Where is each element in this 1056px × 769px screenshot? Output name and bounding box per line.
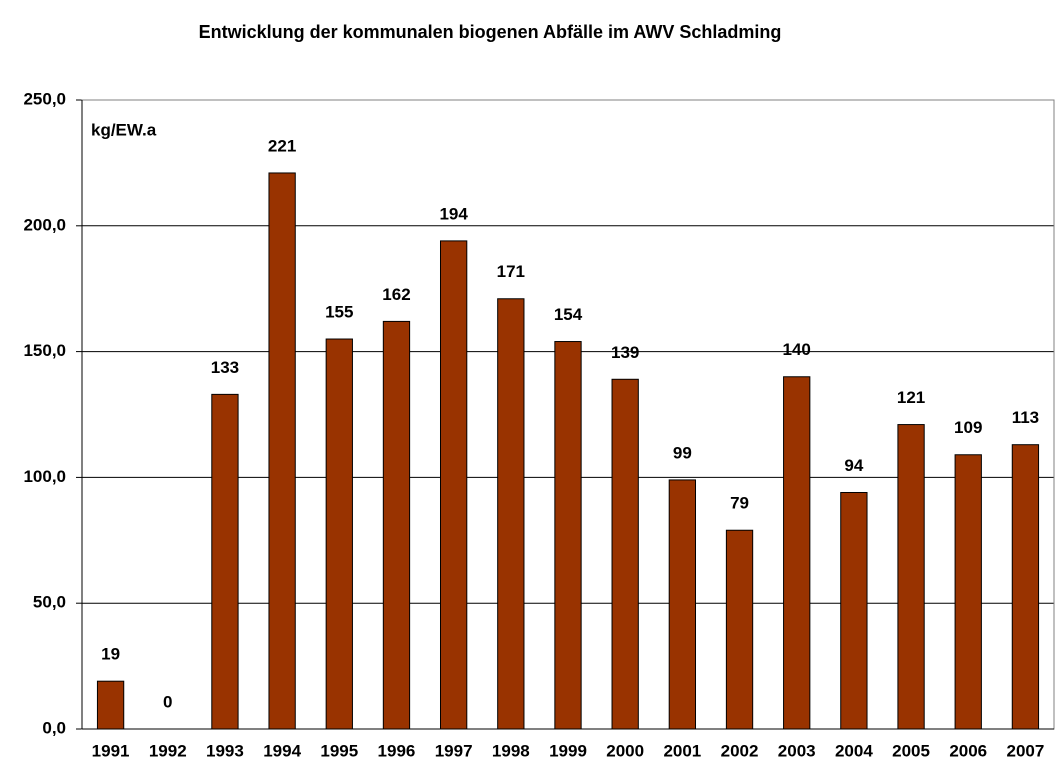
bar bbox=[439, 240, 468, 730]
x-tick-label: 1993 bbox=[206, 741, 244, 760]
y-tick-label: 150,0 bbox=[23, 341, 66, 360]
bar bbox=[268, 172, 296, 730]
x-tick-label: 2006 bbox=[949, 741, 987, 760]
value-label: 79 bbox=[730, 494, 749, 513]
bar bbox=[211, 393, 239, 730]
bar bbox=[611, 378, 639, 730]
value-label: 121 bbox=[897, 388, 925, 407]
x-tick-label: 2000 bbox=[606, 741, 644, 760]
x-tick-label: 1996 bbox=[378, 741, 416, 760]
x-tick-label: 1991 bbox=[92, 741, 130, 760]
unit-annotation: kg/EW.a bbox=[91, 120, 157, 139]
value-label: 221 bbox=[268, 136, 296, 155]
x-tick-label: 2003 bbox=[778, 741, 816, 760]
value-label: 0 bbox=[163, 692, 172, 711]
value-label: 155 bbox=[325, 303, 353, 322]
value-label: 109 bbox=[954, 418, 982, 437]
value-label: 171 bbox=[497, 262, 525, 281]
bar bbox=[840, 491, 868, 730]
x-tick-label: 2004 bbox=[835, 741, 873, 760]
x-tick-label: 1992 bbox=[149, 741, 187, 760]
bar bbox=[897, 424, 925, 730]
value-label: 154 bbox=[554, 305, 583, 324]
bar bbox=[554, 341, 582, 730]
bar bbox=[1011, 444, 1040, 730]
x-tick-label: 2005 bbox=[892, 741, 930, 760]
y-tick-label: 0,0 bbox=[42, 718, 66, 737]
x-tick-label: 2007 bbox=[1006, 741, 1044, 760]
y-tick-label: 100,0 bbox=[23, 467, 66, 486]
y-tick-label: 200,0 bbox=[23, 215, 66, 234]
bar bbox=[783, 376, 811, 730]
value-label: 94 bbox=[844, 456, 863, 475]
x-tick-label: 1994 bbox=[263, 741, 301, 760]
bar bbox=[325, 338, 353, 730]
value-label: 162 bbox=[382, 285, 410, 304]
bar bbox=[668, 479, 697, 730]
x-tick-label: 1995 bbox=[320, 741, 358, 760]
chart-title: Entwicklung der kommunalen biogenen Abfä… bbox=[199, 22, 782, 42]
x-tick-label: 1999 bbox=[549, 741, 587, 760]
value-label: 140 bbox=[783, 340, 811, 359]
value-label: 139 bbox=[611, 343, 639, 362]
value-label: 99 bbox=[673, 443, 692, 462]
bar bbox=[497, 298, 525, 730]
bar bbox=[382, 320, 411, 730]
value-label: 133 bbox=[211, 358, 239, 377]
x-tick-label: 1997 bbox=[435, 741, 473, 760]
value-label: 113 bbox=[1012, 408, 1039, 427]
x-tick-label: 1998 bbox=[492, 741, 530, 760]
bar bbox=[725, 529, 754, 730]
y-tick-label: 250,0 bbox=[23, 89, 66, 108]
bar bbox=[954, 454, 982, 730]
bar bbox=[96, 680, 125, 730]
y-tick-label: 50,0 bbox=[33, 593, 66, 612]
value-label: 19 bbox=[101, 645, 120, 664]
x-tick-label: 2002 bbox=[721, 741, 759, 760]
x-tick-label: 2001 bbox=[663, 741, 701, 760]
value-label: 194 bbox=[439, 204, 468, 223]
